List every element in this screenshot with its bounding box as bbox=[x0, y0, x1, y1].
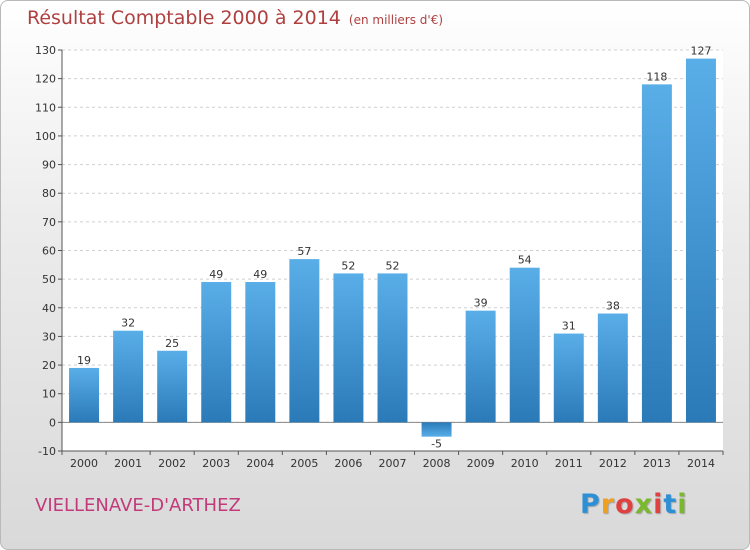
data-label: 49 bbox=[253, 268, 267, 281]
proxiti-logo: Proxiti bbox=[580, 489, 688, 520]
data-label: 57 bbox=[297, 245, 311, 258]
y-tick-label: 40 bbox=[42, 302, 56, 315]
bar-2012 bbox=[597, 313, 628, 423]
data-label: 118 bbox=[646, 70, 667, 83]
chart-subtitle: (en milliers d'€) bbox=[348, 13, 444, 27]
x-tick-label: 2005 bbox=[290, 457, 318, 470]
x-tick-label: 2014 bbox=[687, 457, 715, 470]
y-tick-label: 100 bbox=[35, 130, 56, 143]
x-tick-label: 2011 bbox=[555, 457, 583, 470]
location-name: VIELLENAVE-D'ARTHEZ bbox=[35, 495, 241, 516]
y-tick-label: 120 bbox=[35, 73, 56, 86]
y-tick-label: 130 bbox=[35, 44, 56, 57]
data-label: -5 bbox=[431, 438, 442, 451]
chart-title-text: Résultat Comptable 2000 à 2014 bbox=[27, 7, 341, 29]
bar-2005 bbox=[289, 259, 320, 423]
bar-2002 bbox=[157, 350, 188, 423]
y-tick-label: 60 bbox=[42, 245, 56, 258]
y-tick-label: 30 bbox=[42, 330, 56, 343]
data-label: 52 bbox=[386, 259, 400, 272]
bar-2010 bbox=[509, 267, 540, 423]
data-label: 127 bbox=[690, 45, 711, 58]
data-label: 49 bbox=[209, 268, 223, 281]
data-label: 54 bbox=[518, 254, 532, 267]
x-tick-label: 2001 bbox=[114, 457, 142, 470]
bar-2009 bbox=[465, 310, 496, 423]
bar-2014 bbox=[685, 58, 716, 423]
logo-letter: i bbox=[653, 489, 664, 520]
x-tick-label: 2002 bbox=[158, 457, 186, 470]
x-tick-label: 2008 bbox=[423, 457, 451, 470]
x-tick-label: 2012 bbox=[599, 457, 627, 470]
chart-title: Résultat Comptable 2000 à 2014 (en millie… bbox=[27, 7, 443, 29]
bar-2011 bbox=[553, 333, 584, 423]
x-tick-label: 2010 bbox=[511, 457, 539, 470]
y-tick-label: 10 bbox=[42, 388, 56, 401]
x-tick-label: 2007 bbox=[379, 457, 407, 470]
y-tick-label: 110 bbox=[35, 101, 56, 114]
bars: 19 32 25 49 49 57 52 52 -5 39 54 31 38 118 127 bbox=[69, 45, 716, 451]
axes: -10 0 10 20 30 40 50 60 70 80 90 100 110 120 130 2000 20… bbox=[35, 44, 724, 470]
data-label: 38 bbox=[606, 300, 620, 313]
y-tick-label: 70 bbox=[42, 216, 56, 229]
logo-letter: r bbox=[600, 489, 616, 520]
logo-letter: i bbox=[677, 489, 688, 520]
data-label: 25 bbox=[165, 337, 179, 350]
bar-2004 bbox=[245, 282, 276, 423]
y-tick-label: 90 bbox=[42, 159, 56, 172]
y-tick-label: 50 bbox=[42, 273, 56, 286]
logo-letter: t bbox=[663, 489, 678, 520]
y-tick-label: 0 bbox=[49, 416, 56, 429]
x-tick-label: 2013 bbox=[643, 457, 671, 470]
logo-letter: P bbox=[580, 489, 601, 520]
y-tick-label: 20 bbox=[42, 359, 56, 372]
bar-2006 bbox=[333, 273, 364, 423]
bar-2003 bbox=[201, 282, 232, 423]
y-tick-label: 80 bbox=[42, 187, 56, 200]
data-label: 32 bbox=[121, 317, 135, 330]
logo-letter: x bbox=[634, 489, 654, 520]
bar-2013 bbox=[641, 84, 672, 423]
bar-2007 bbox=[377, 273, 408, 423]
data-label: 39 bbox=[474, 297, 488, 310]
x-tick-label: 2009 bbox=[467, 457, 495, 470]
data-label: 52 bbox=[341, 259, 355, 272]
x-tick-label: 2006 bbox=[334, 457, 362, 470]
data-label: 19 bbox=[77, 354, 91, 367]
y-tick-label: -10 bbox=[38, 445, 56, 458]
bar-2000 bbox=[69, 367, 100, 423]
x-tick-label: 2000 bbox=[70, 457, 98, 470]
logo-letter: o bbox=[615, 489, 635, 520]
x-tick-label: 2003 bbox=[202, 457, 230, 470]
bar-2008 bbox=[421, 422, 452, 437]
x-tick-label: 2004 bbox=[246, 457, 274, 470]
bar-2001 bbox=[113, 330, 144, 423]
data-label: 31 bbox=[562, 320, 576, 333]
